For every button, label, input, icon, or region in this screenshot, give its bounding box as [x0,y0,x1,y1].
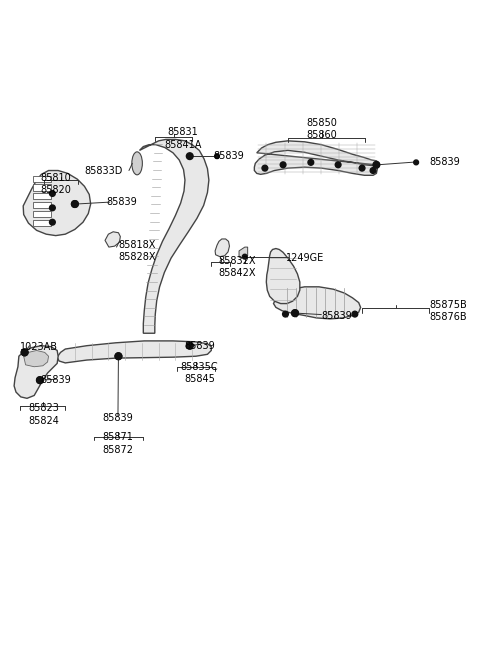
Circle shape [186,153,193,160]
Circle shape [352,311,358,317]
Text: 85839: 85839 [429,157,460,168]
Circle shape [72,200,78,208]
Circle shape [283,311,288,317]
Circle shape [21,349,28,356]
Circle shape [359,165,365,171]
Polygon shape [33,202,51,208]
Text: 85839: 85839 [40,375,71,385]
Polygon shape [274,287,360,319]
Polygon shape [266,248,300,303]
Circle shape [292,310,299,316]
Circle shape [49,191,55,196]
Circle shape [373,161,380,168]
Text: 85823
85824: 85823 85824 [28,403,59,426]
Circle shape [186,343,193,349]
Text: 85839: 85839 [214,151,244,161]
Circle shape [335,162,341,168]
Circle shape [49,205,55,211]
Circle shape [292,310,299,316]
Text: 85818X
85828X: 85818X 85828X [118,240,156,262]
Ellipse shape [132,152,143,175]
Circle shape [215,154,219,159]
Text: 85871
85872: 85871 85872 [102,432,133,455]
Circle shape [242,254,247,259]
Circle shape [186,343,193,349]
Polygon shape [239,247,248,258]
Text: 85839: 85839 [322,310,352,320]
Text: 1249GE: 1249GE [286,253,324,263]
Text: 85835C
85845: 85835C 85845 [180,362,218,384]
Polygon shape [33,220,51,226]
Circle shape [72,200,78,208]
Polygon shape [33,185,51,191]
Polygon shape [23,170,91,236]
Text: 85831
85841A: 85831 85841A [164,127,201,149]
Circle shape [370,168,376,174]
Polygon shape [140,140,209,333]
Text: 85832X
85842X: 85832X 85842X [218,255,256,278]
Polygon shape [57,341,211,363]
Text: 85833D: 85833D [84,166,123,176]
Circle shape [115,353,122,360]
Polygon shape [215,239,229,257]
Circle shape [36,377,43,383]
Text: 85875B
85876B: 85875B 85876B [429,299,467,322]
Polygon shape [33,176,51,183]
Text: 85839: 85839 [184,341,215,350]
Circle shape [36,377,43,383]
Circle shape [414,160,419,165]
Text: 85839: 85839 [106,197,137,207]
Circle shape [262,165,268,171]
Circle shape [308,160,314,165]
Text: 85810
85820: 85810 85820 [40,173,71,195]
Polygon shape [14,346,58,398]
Polygon shape [33,211,51,217]
Text: 85839: 85839 [103,413,133,423]
Circle shape [49,219,55,225]
Circle shape [280,162,286,168]
Polygon shape [254,141,379,176]
Polygon shape [105,232,120,247]
Circle shape [115,353,122,360]
Text: 85850
85860: 85850 85860 [306,118,337,140]
Polygon shape [24,350,48,367]
Circle shape [21,349,28,356]
Text: 1023AB: 1023AB [20,342,58,352]
Polygon shape [33,193,51,199]
